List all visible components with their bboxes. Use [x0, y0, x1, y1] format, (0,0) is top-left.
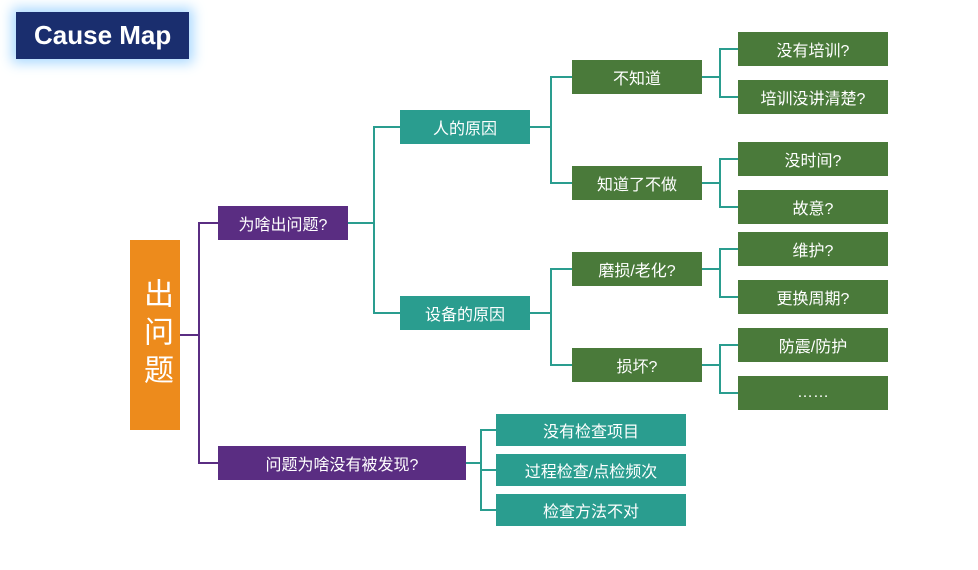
edge-c4-d8 [702, 365, 738, 393]
edge-p2-c3 [530, 269, 572, 313]
edge-c3-d6 [702, 269, 738, 297]
node-e1: 没有检查项目 [496, 414, 686, 446]
title-badge: Cause Map [16, 12, 189, 59]
node-d4: 故意? [738, 190, 888, 224]
edge-c2-d3 [702, 159, 738, 183]
edge-c3-d5 [702, 249, 738, 269]
node-d8: …… [738, 376, 888, 410]
edge-p1-c2 [530, 127, 572, 183]
node-p2: 设备的原因 [400, 296, 530, 330]
node-d7: 防震/防护 [738, 328, 888, 362]
node-c4: 损坏? [572, 348, 702, 382]
node-e2: 过程检查/点检频次 [496, 454, 686, 486]
edge-p1-c1 [530, 77, 572, 127]
node-d3: 没时间? [738, 142, 888, 176]
node-q2: 问题为啥没有被发现? [218, 446, 466, 480]
node-d5: 维护? [738, 232, 888, 266]
edge-root-q1 [180, 223, 218, 335]
node-p1: 人的原因 [400, 110, 530, 144]
node-d6: 更换周期? [738, 280, 888, 314]
edge-c1-d2 [702, 77, 738, 97]
edge-q1-p1 [348, 127, 400, 223]
node-root: 出问题 [130, 240, 180, 430]
edge-c1-d1 [702, 49, 738, 77]
node-q1: 为啥出问题? [218, 206, 348, 240]
edge-p2-c4 [530, 313, 572, 365]
edge-root-q2 [180, 335, 218, 463]
node-c3: 磨损/老化? [572, 252, 702, 286]
edge-q2-e3 [466, 463, 496, 510]
node-c1: 不知道 [572, 60, 702, 94]
edge-q1-p2 [348, 223, 400, 313]
node-d2: 培训没讲清楚? [738, 80, 888, 114]
node-e3: 检查方法不对 [496, 494, 686, 526]
node-d1: 没有培训? [738, 32, 888, 66]
edge-q2-e1 [466, 430, 496, 463]
edge-c4-d7 [702, 345, 738, 365]
edge-c2-d4 [702, 183, 738, 207]
edge-q2-e2 [466, 463, 496, 470]
node-c2: 知道了不做 [572, 166, 702, 200]
